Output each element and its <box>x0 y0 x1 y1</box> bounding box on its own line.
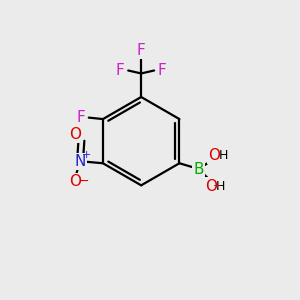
Text: H: H <box>219 148 229 161</box>
Text: F: F <box>158 63 167 78</box>
Text: −: − <box>79 175 89 188</box>
Text: O: O <box>70 174 82 189</box>
Text: −: − <box>213 181 221 191</box>
Text: F: F <box>137 43 146 58</box>
Text: F: F <box>116 63 124 78</box>
Text: N: N <box>74 154 86 169</box>
Text: O: O <box>208 148 220 163</box>
Text: F: F <box>76 110 85 125</box>
Text: B: B <box>193 162 204 177</box>
Text: O: O <box>205 179 217 194</box>
Text: O: O <box>69 127 81 142</box>
Text: H: H <box>215 180 225 193</box>
Text: +: + <box>82 150 91 160</box>
